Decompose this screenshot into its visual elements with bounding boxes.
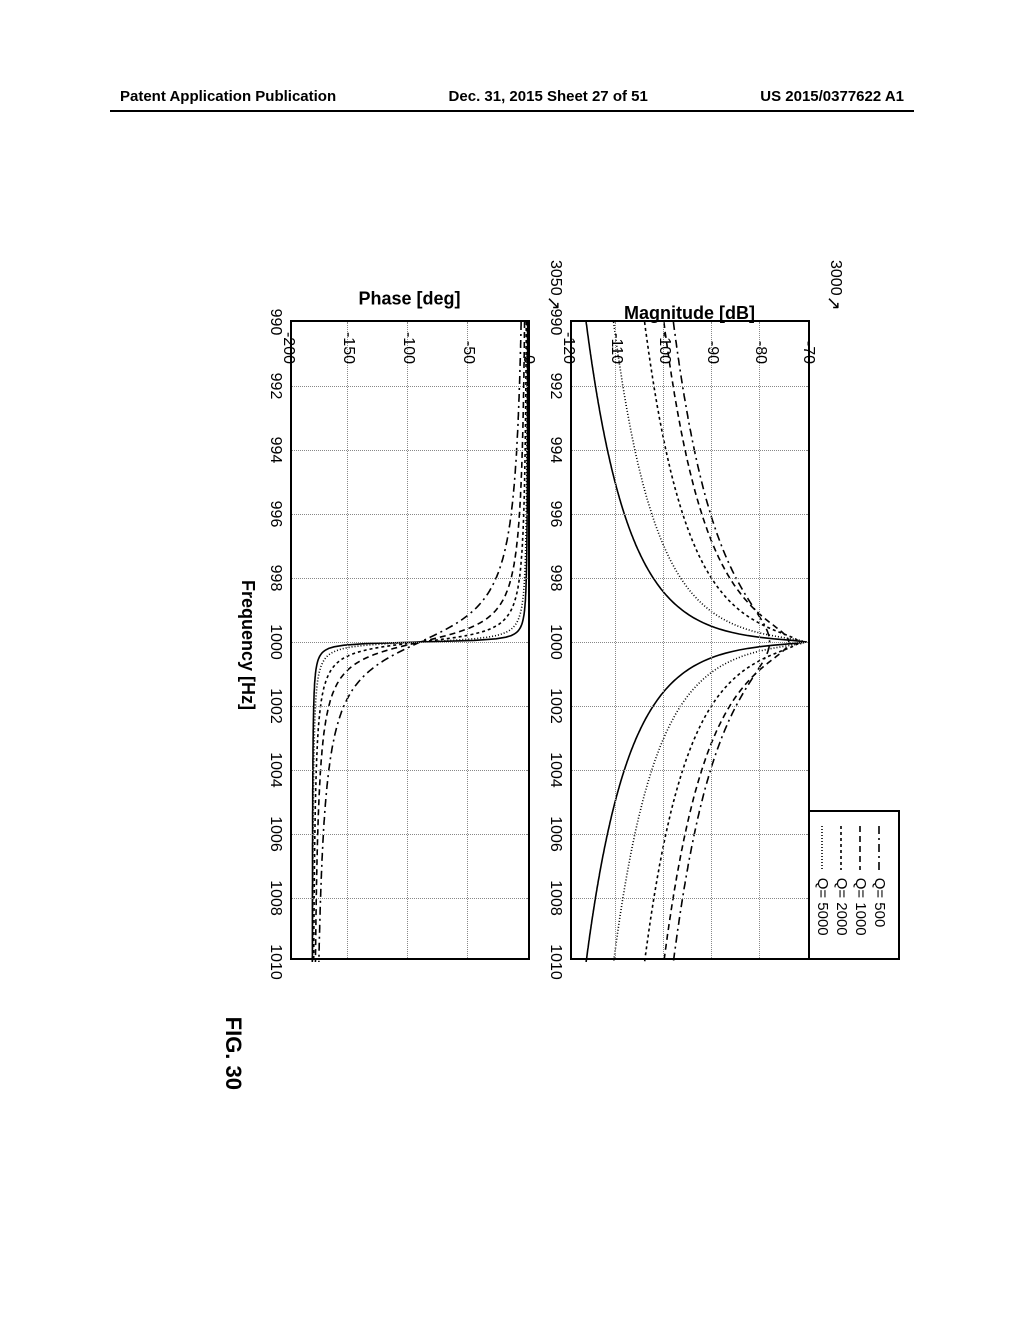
y-tick-label: -110 <box>607 314 625 364</box>
header-rule <box>110 110 914 112</box>
x-tick-label: 992 <box>266 373 284 400</box>
ref-label-phase: 3050 ↗ <box>546 260 564 296</box>
legend-swatch <box>816 826 830 870</box>
ref-arrow-icon: ↗ <box>543 296 564 311</box>
ref-label-mag: 3000 ↗ <box>826 260 844 296</box>
x-tick-label: 1004 <box>266 752 284 788</box>
y-tick-label: -70 <box>799 314 817 364</box>
x-tick-label: 992 <box>546 373 564 400</box>
x-tick-label: 1000 <box>546 624 564 660</box>
header-right: US 2015/0377622 A1 <box>760 88 904 105</box>
x-tick-label: 1006 <box>546 816 564 852</box>
magnitude-ylabel: Magnitude [dB] <box>624 303 755 324</box>
y-tick-label: -120 <box>559 314 577 364</box>
ref-arrow-icon: ↗ <box>823 296 844 311</box>
x-tick-label: 1002 <box>266 688 284 724</box>
x-tick-label: 998 <box>546 565 564 592</box>
x-tick-label: 1008 <box>266 880 284 916</box>
x-tick-label: 1010 <box>266 944 284 980</box>
legend-label: Q= 500 <box>871 878 888 928</box>
patent-header: Patent Application Publication Dec. 31, … <box>0 88 1024 105</box>
x-tick-label: 994 <box>546 437 564 464</box>
y-tick-label: 0 <box>519 314 537 364</box>
figure-rotated-container: Q= 500Q= 1000Q= 2000Q= 5000Q= 10000 3000… <box>85 305 955 1005</box>
x-axis-label: Frequency [Hz] <box>237 580 258 710</box>
legend-label: Q= 5000 <box>814 878 831 936</box>
legend-swatch <box>835 826 849 870</box>
legend-row: Q= 5000 <box>814 826 831 944</box>
x-tick-label: 998 <box>266 565 284 592</box>
y-tick-label: -150 <box>339 314 357 364</box>
header-center: Dec. 31, 2015 Sheet 27 of 51 <box>449 88 648 105</box>
x-tick-label: 1002 <box>546 688 564 724</box>
phase-plot: 9909929949969981000100210041006100810100… <box>290 320 530 960</box>
y-tick-label: -100 <box>399 314 417 364</box>
y-tick-label: -50 <box>459 314 477 364</box>
x-tick-label: 996 <box>546 501 564 528</box>
legend-row: Q= 500 <box>871 826 888 944</box>
x-tick-label: 1000 <box>266 624 284 660</box>
header-left: Patent Application Publication <box>120 88 336 105</box>
x-tick-label: 1008 <box>546 880 564 916</box>
legend-row: Q= 2000 <box>833 826 850 944</box>
legend-label: Q= 2000 <box>833 878 850 936</box>
chart-area: Q= 500Q= 1000Q= 2000Q= 5000Q= 10000 3000… <box>290 320 810 960</box>
legend-swatch <box>854 826 868 870</box>
legend-label: Q= 1000 <box>852 878 869 936</box>
x-tick-label: 1010 <box>546 944 564 980</box>
legend-swatch <box>873 826 887 870</box>
magnitude-plot: 990992994996998100010021004100610081010-… <box>570 320 810 960</box>
x-tick-label: 996 <box>266 501 284 528</box>
x-tick-label: 1006 <box>266 816 284 852</box>
legend-row: Q= 1000 <box>852 826 869 944</box>
phase-ylabel: Phase [deg] <box>358 289 460 310</box>
x-tick-label: 994 <box>266 437 284 464</box>
figure-content: Q= 500Q= 1000Q= 2000Q= 5000Q= 10000 3000… <box>170 220 870 1090</box>
figure-caption: FIG. 30 <box>220 1017 246 1090</box>
x-tick-label: 1004 <box>546 752 564 788</box>
y-tick-label: -200 <box>279 314 297 364</box>
